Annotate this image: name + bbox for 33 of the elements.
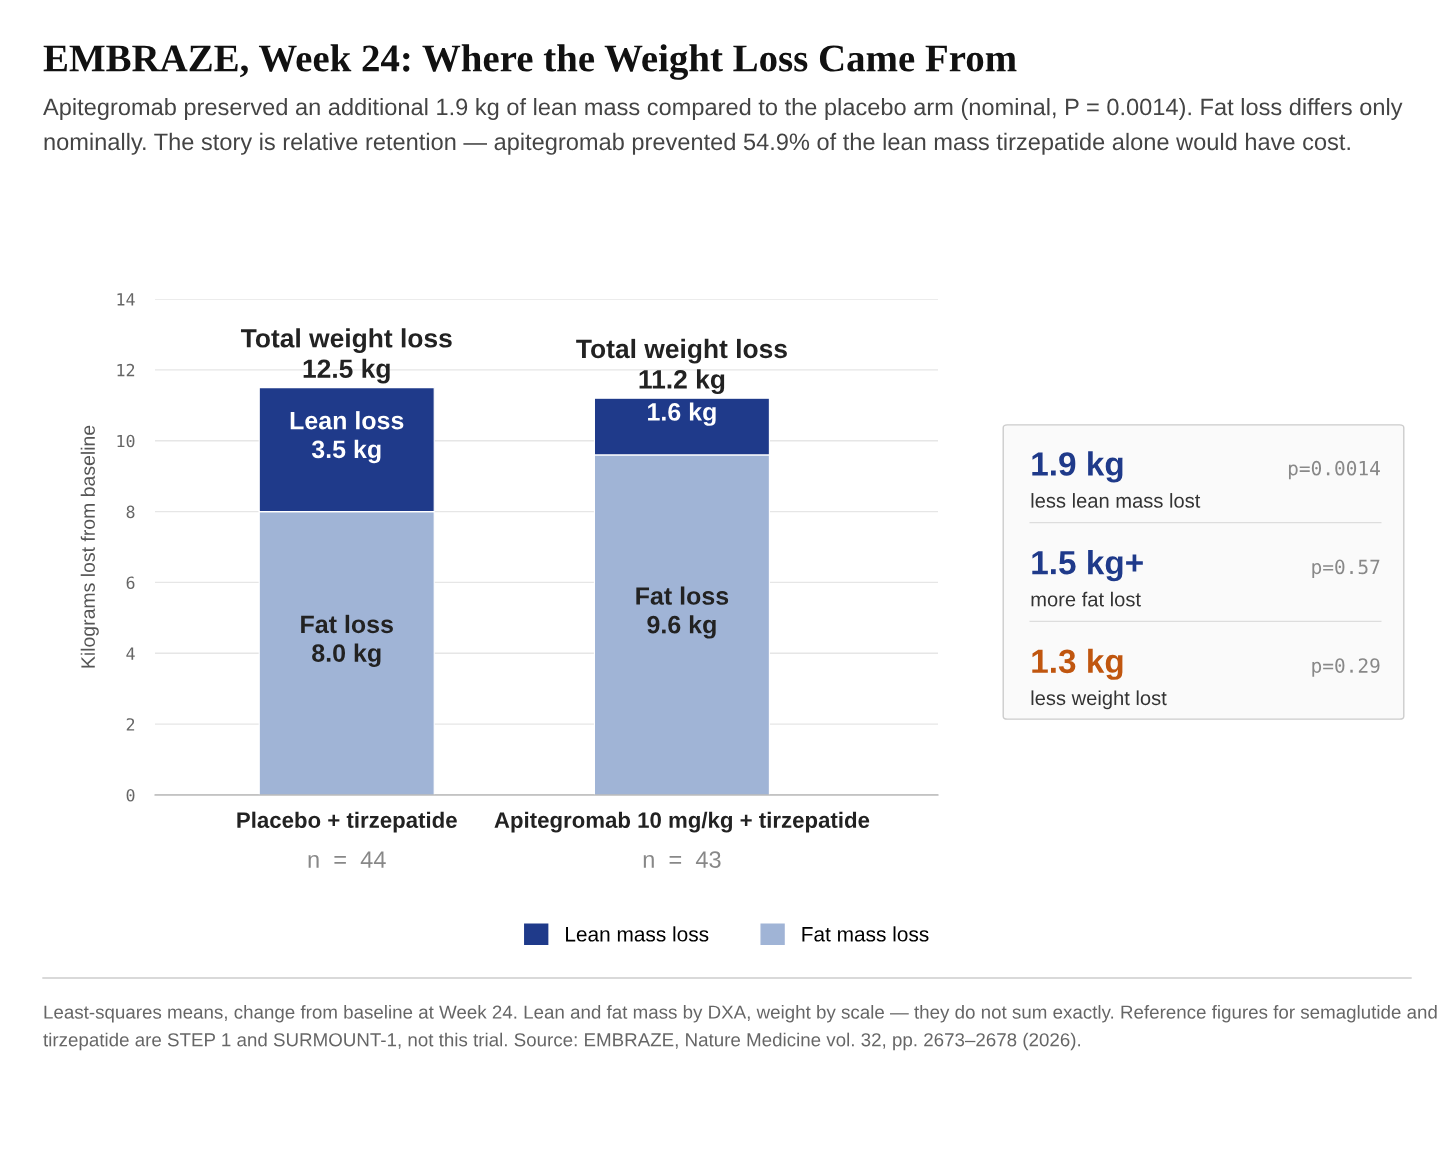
x-tick-label: Placebo + tirzepatide [237, 811, 457, 833]
text: p=0.29 [1312, 658, 1380, 677]
text: p=0.0014 [1288, 460, 1380, 480]
data-label: Fat loss 8.0 kg [301, 614, 393, 667]
text: p=0.57 [1312, 559, 1380, 579]
x-tick-label: Apitegromab 10 mg/kg + tirzepatide [494, 811, 870, 833]
text: 1.9 kg [1032, 451, 1123, 483]
y-tick-label: 8 [126, 505, 135, 519]
text: Least-squares means, change from baseline at Week 24. Lean and fat mass by DXA, weight by scale — they do not sum exactly. Reference figures for semaglutide and tirzepatide are STEP 1 and SURMOUNT-1, not this trial. Source: EMBRAZE, Nature Medicine vol. 32, pp. 2673–2678 (2026). [43, 1005, 1437, 1051]
annotation: Total weight loss 11.2 kg [576, 338, 787, 395]
y-axis-title: Kilograms lost from baseline [80, 425, 99, 668]
y-tick-label: 6 [126, 576, 135, 590]
chart-title: EMBRAZE, Week 24: Where the Weight Loss Came From [43, 44, 1017, 80]
text: 1.5 kg+ [1032, 549, 1143, 582]
data-label: 1.6 kg [648, 402, 716, 426]
text: n = 43 [643, 851, 721, 868]
legend-label: Lean mass loss [566, 926, 709, 942]
text: 1.3 kg [1032, 648, 1123, 680]
y-tick-label: 4 [126, 647, 135, 660]
text: n = 44 [308, 851, 386, 868]
y-tick-label: 0 [126, 789, 135, 802]
y-tick-label: 2 [126, 718, 135, 731]
text: less lean mass lost [1031, 493, 1201, 508]
text: less weight lost [1031, 690, 1167, 710]
y-tick-label: 10 [117, 434, 135, 448]
text: more fat lost [1031, 591, 1141, 607]
chart-subtitle: Apitegromab preserved an additional 1.9 kg of lean mass compared to the placebo arm (nominal, P = 0.0014). Fat loss differs only nominally. The story is relative retention — apitegromab prevented 54.9% of the lean mass tirzepatide alone would have cost. [43, 98, 1403, 155]
y-tick-label: 12 [117, 363, 135, 377]
annotation: Total weight loss 12.5 kg [240, 328, 452, 384]
data-label: Fat loss 9.6 kg [636, 586, 729, 639]
legend-label: Fat mass loss [802, 926, 929, 942]
y-tick-label: 14 [117, 293, 135, 306]
data-label: Lean loss 3.5 kg [290, 411, 404, 464]
